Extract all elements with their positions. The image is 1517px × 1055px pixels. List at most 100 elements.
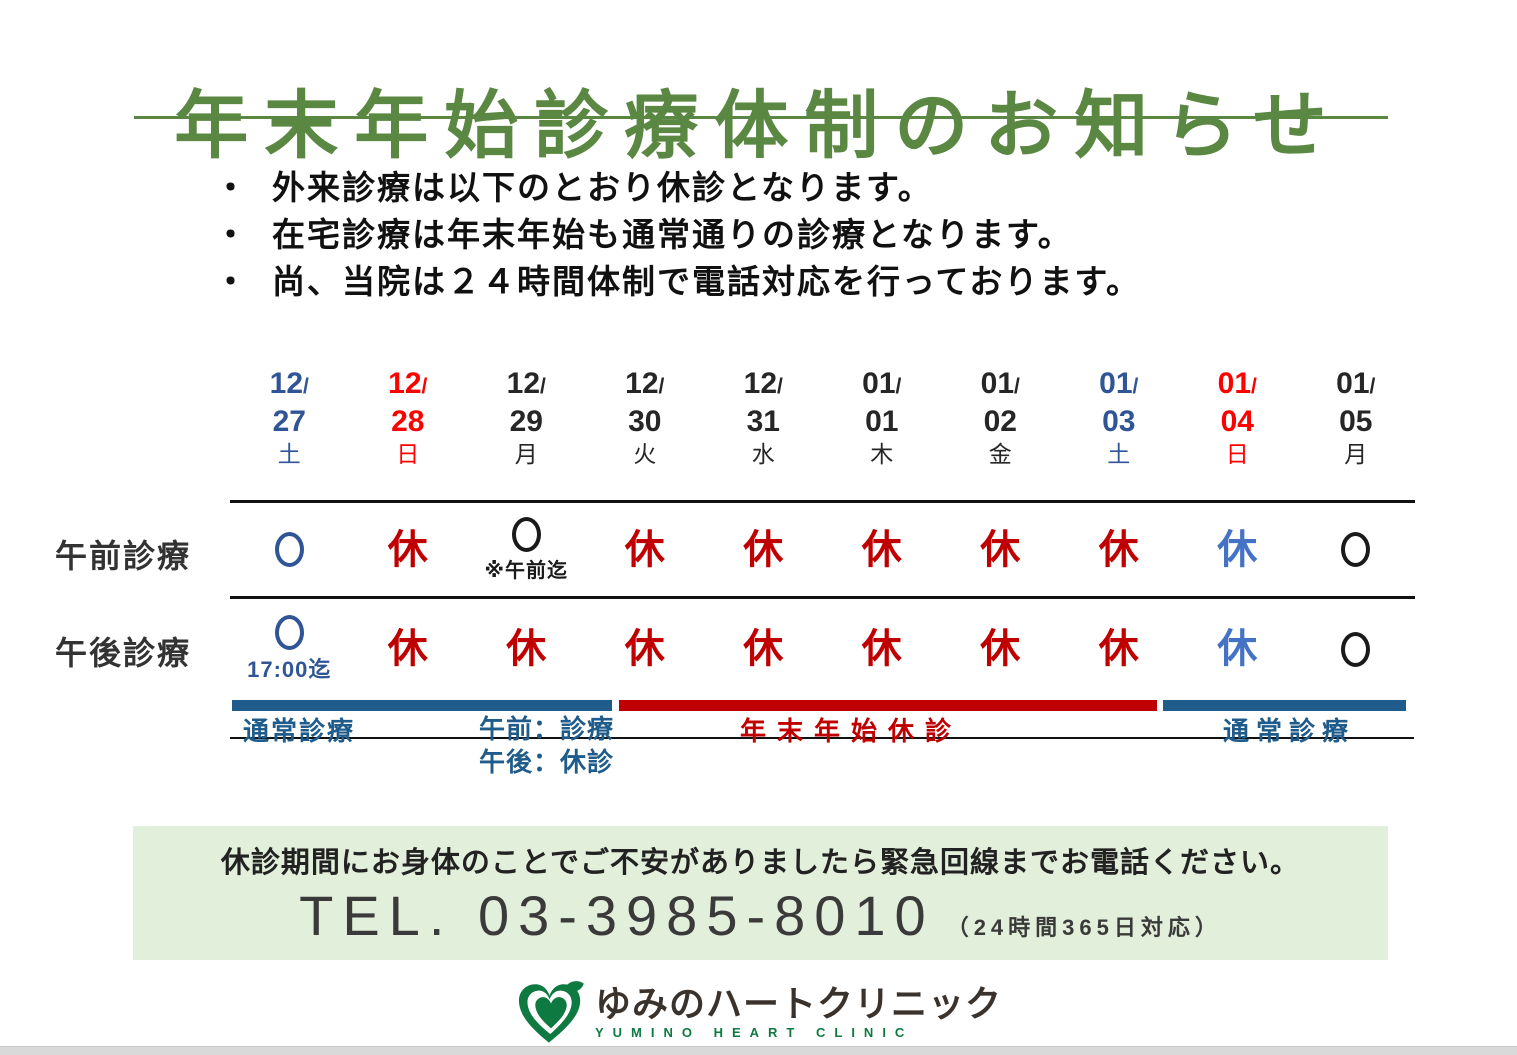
- normal-care-label-right: 通常診療: [1223, 716, 1356, 746]
- afternoon-row: 17:00迄 休 休 休 休 休 休 休 休: [230, 599, 1415, 699]
- bullet-icon: ・: [214, 216, 249, 253]
- date-column-header: 01/03 土: [1060, 362, 1179, 474]
- phone-number: TEL. 03-3985-8010: [299, 884, 935, 947]
- closed-mark: 休: [1098, 627, 1139, 671]
- date-text: 12/: [743, 367, 783, 400]
- open-circle-mark: [274, 614, 304, 650]
- table-line-middle: [230, 596, 1415, 599]
- date-column-header: 12/31 水: [704, 362, 823, 474]
- bullet-icon: ・: [214, 263, 249, 300]
- date-text: 水: [751, 441, 775, 467]
- normal-care-bar-left: [232, 700, 612, 711]
- date-column-header: 01/05 月: [1297, 362, 1416, 474]
- afternoon-cell: 休: [586, 599, 705, 699]
- date-text: 土: [277, 441, 301, 467]
- note-text: 外来診療は以下のとおり休診となります。: [272, 169, 933, 206]
- open-circle-mark: [1341, 631, 1371, 667]
- date-text: 12/: [506, 367, 546, 400]
- title-underline: [134, 116, 1388, 119]
- normal-care-bar-right: [1163, 700, 1406, 711]
- date-text: 01/: [1217, 367, 1257, 400]
- date-header-row: 12/27 土 12/28 日 12/29 月 12/30 火 12/31 水 01/01 木 01/0…: [230, 362, 1415, 474]
- date-text: 04: [1220, 405, 1254, 438]
- morning-cell: 休: [586, 503, 705, 596]
- date-text: 03: [1102, 405, 1136, 438]
- normal-care-label-left: 通常診療: [243, 716, 356, 746]
- dec29-pm-label: 午後：休診: [479, 747, 615, 777]
- holiday-closure-label: 年末年始休診: [740, 716, 963, 746]
- morning-cell: 休: [349, 503, 468, 596]
- closed-mark: 休: [743, 627, 784, 671]
- date-text: 火: [633, 441, 657, 467]
- open-circle-mark: [274, 532, 304, 567]
- afternoon-cell: 休: [467, 599, 586, 699]
- cell-caption: 17:00迄: [247, 656, 332, 682]
- date-text: 月: [1344, 441, 1368, 467]
- note-line: ・ 在宅診療は年末年始も通常通りの診療となります。: [214, 211, 1141, 258]
- afternoon-cell: [1297, 599, 1416, 699]
- closed-mark: 休: [1098, 527, 1139, 572]
- morning-cell: 休: [941, 503, 1060, 596]
- notes-list: ・ 外来診療は以下のとおり休診となります。 ・ 在宅診療は年末年始も通常通りの診…: [214, 164, 1141, 305]
- dec29-am-label: 午前：診療: [479, 714, 615, 744]
- afternoon-cell: 休: [1060, 599, 1179, 699]
- holiday-closure-bar: [619, 700, 1157, 711]
- date-text: 木: [870, 441, 894, 467]
- clinic-logo: ゆみのハートクリニック YUMINO HEART CLINIC: [0, 980, 1517, 1044]
- date-column-header: 01/04 日: [1178, 362, 1297, 474]
- clinic-name-block: ゆみのハートクリニック YUMINO HEART CLINIC: [594, 984, 1002, 1041]
- table-line-bottom: [230, 737, 1414, 739]
- closed-mark: 休: [1217, 527, 1258, 572]
- bullet-icon: ・: [214, 169, 249, 206]
- afternoon-cell: 休: [823, 599, 942, 699]
- date-text: 金: [988, 441, 1012, 467]
- closed-mark: 休: [624, 627, 665, 671]
- afternoon-cell: 休: [704, 599, 823, 699]
- emergency-contact-box: 休診期間にお身体のことでご不安がありましたら緊急回線までお電話ください。 TEL…: [133, 826, 1388, 960]
- note-line: ・ 尚、当院は２４時間体制で電話対応を行っております。: [214, 258, 1141, 305]
- page-title: 年末年始診療体制のお知らせ: [174, 83, 1343, 167]
- date-column-header: 12/27 土: [230, 362, 349, 474]
- closed-mark: 休: [1217, 627, 1258, 671]
- closed-mark: 休: [624, 527, 665, 572]
- note-text: 尚、当院は２４時間体制で電話対応を行っております。: [272, 263, 1142, 300]
- morning-cell: [1297, 503, 1416, 596]
- date-text: 30: [628, 405, 662, 438]
- closed-mark: 休: [861, 527, 902, 572]
- note-text: 在宅診療は年末年始も通常通りの診療となります。: [272, 216, 1073, 253]
- date-text: 28: [391, 405, 425, 438]
- morning-cell: 休: [823, 503, 942, 596]
- open-circle-mark: [1341, 532, 1371, 567]
- date-text: 12/: [625, 367, 665, 400]
- closed-mark: 休: [743, 527, 784, 572]
- date-text: 日: [396, 441, 420, 467]
- afternoon-cell: 17:00迄: [230, 599, 349, 699]
- afternoon-cell: 休: [349, 599, 468, 699]
- date-text: 01: [865, 405, 899, 438]
- afternoon-cell: 休: [941, 599, 1060, 699]
- closed-mark: 休: [387, 527, 428, 572]
- date-text: 01/: [1099, 367, 1139, 400]
- date-column-header: 01/01 木: [823, 362, 942, 474]
- heart-logo-icon: [518, 981, 584, 1043]
- note-line: ・ 外来診療は以下のとおり休診となります。: [214, 164, 1141, 211]
- table-line-top: [230, 500, 1415, 503]
- date-text: 12/: [269, 367, 309, 400]
- date-text: 01/: [862, 367, 902, 400]
- date-text: 月: [514, 441, 538, 467]
- clinic-name-en: YUMINO HEART CLINIC: [594, 1025, 914, 1040]
- cell-caption: ※午前迄: [484, 559, 568, 582]
- morning-row: 休 ※午前迄 休 休 休 休 休 休: [230, 503, 1415, 596]
- open-circle-mark: [511, 516, 541, 552]
- date-text: 日: [1225, 441, 1249, 467]
- date-text: 27: [272, 405, 306, 438]
- date-text: 01/: [980, 367, 1020, 400]
- date-column-header: 01/02 金: [941, 362, 1060, 474]
- date-text: 12/: [388, 367, 428, 400]
- afternoon-cell: 休: [1178, 599, 1297, 699]
- closed-mark: 休: [861, 627, 902, 671]
- morning-cell: [230, 503, 349, 596]
- date-text: 02: [983, 405, 1017, 438]
- date-text: 01/: [1336, 367, 1376, 400]
- closed-mark: 休: [387, 627, 428, 671]
